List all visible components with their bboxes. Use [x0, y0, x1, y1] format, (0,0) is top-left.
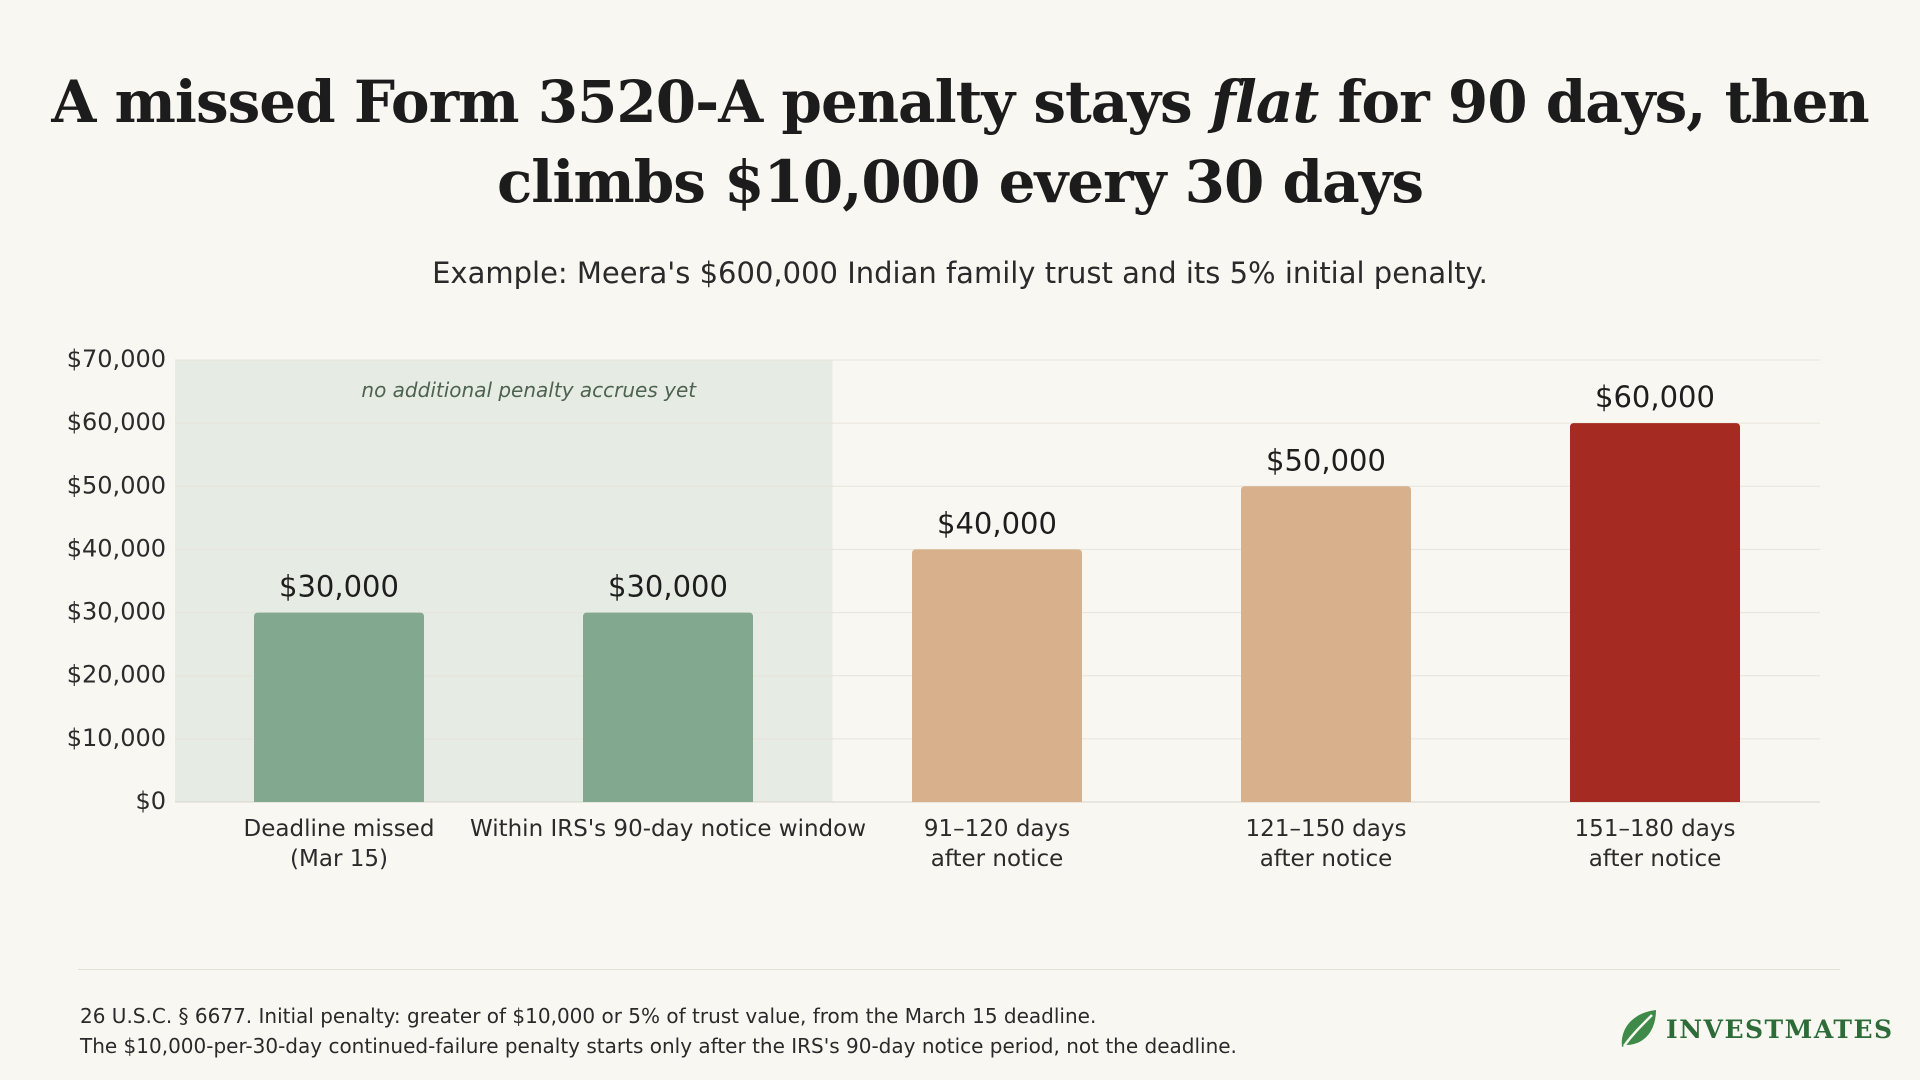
y-tick-label: $40,000	[67, 534, 166, 562]
x-category-label: (Mar 15)	[290, 846, 388, 872]
x-category-label: after notice	[1260, 846, 1393, 872]
x-category-label: after notice	[931, 846, 1064, 872]
x-category-label: Deadline missed	[244, 816, 435, 842]
bar-chart: no additional penalty accrues yet $0 $10,…	[67, 345, 1820, 872]
bar-value-label: $60,000	[1595, 380, 1715, 414]
brand-name: INVESTMATES	[1666, 1014, 1894, 1044]
y-tick-label: $30,000	[67, 598, 166, 626]
x-category-label: 121–150 days	[1246, 816, 1407, 842]
shaded-region-label: no additional penalty accrues yet	[361, 378, 697, 402]
bar	[1241, 486, 1411, 802]
footnote-line-2: The $10,000-per-30-day continued-failure…	[80, 1034, 1237, 1058]
y-tick-label: $0	[135, 787, 166, 815]
footer-divider	[78, 969, 1840, 970]
y-tick-label: $60,000	[67, 408, 166, 436]
title-emphasis: flat	[1210, 68, 1319, 136]
bar	[1570, 423, 1740, 802]
x-category-label: Within IRS's 90-day notice window	[470, 816, 866, 842]
y-tick-label: $50,000	[67, 471, 166, 499]
bar	[254, 612, 424, 802]
bar-value-label: $50,000	[1266, 443, 1386, 477]
x-category-label: 151–180 days	[1575, 816, 1736, 842]
bar-value-label: $40,000	[937, 506, 1057, 540]
title-part-1: A missed Form 3520-A penalty stays	[51, 68, 1211, 136]
chart-title: A missed Form 3520-A penalty stays flat …	[0, 62, 1920, 222]
bar	[912, 549, 1082, 802]
y-tick-label: $10,000	[67, 724, 166, 752]
x-category-label: after notice	[1589, 846, 1722, 872]
bar-value-label: $30,000	[279, 570, 399, 604]
y-tick-label: $20,000	[67, 661, 166, 689]
brand-logo: INVESTMATES	[1616, 1006, 1894, 1052]
leaf-icon	[1621, 1010, 1656, 1047]
footnote: 26 U.S.C. § 6677. Initial penalty: great…	[80, 1001, 1237, 1061]
footnote-line-1: 26 U.S.C. § 6677. Initial penalty: great…	[80, 1004, 1097, 1028]
x-category-label: 91–120 days	[924, 816, 1070, 842]
chart-subtitle: Example: Meera's $600,000 Indian family …	[432, 256, 1488, 290]
bar	[583, 612, 753, 802]
y-tick-label: $70,000	[67, 345, 166, 373]
title-part-2: for 90 days, then climbs $10,000 every 3…	[496, 68, 1870, 216]
bar-value-label: $30,000	[608, 570, 728, 604]
